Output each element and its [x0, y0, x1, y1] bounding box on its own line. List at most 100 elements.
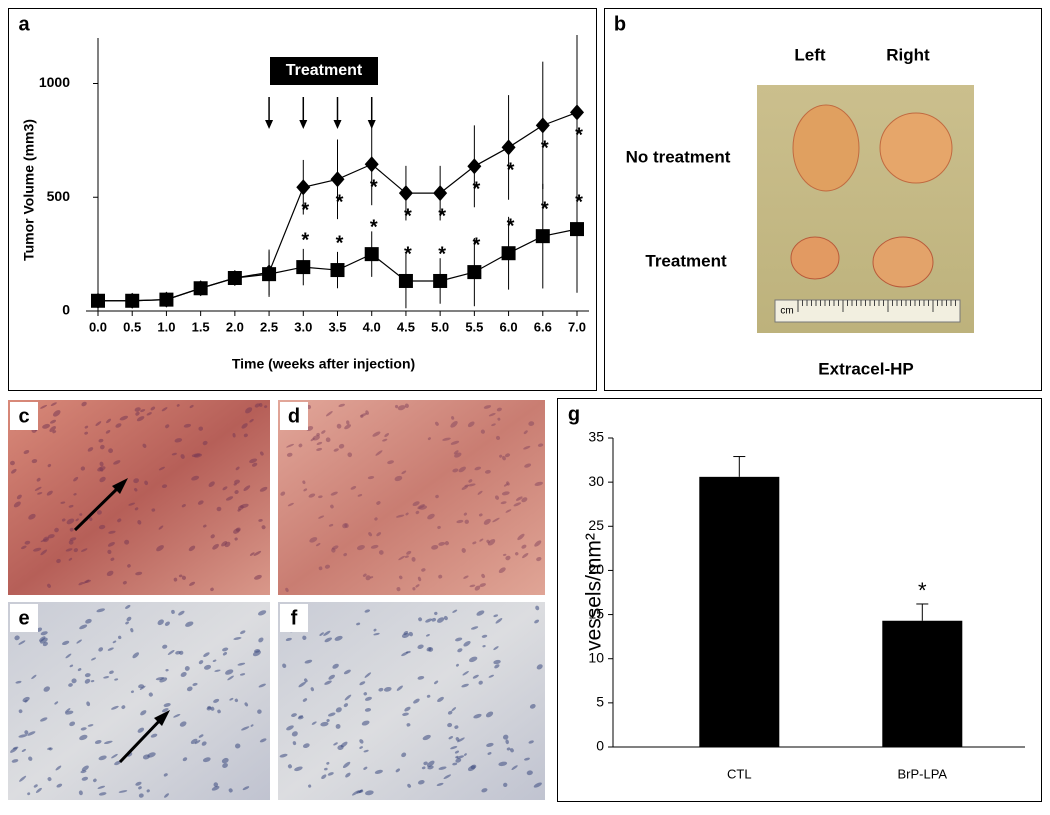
nucleus	[121, 705, 126, 710]
nucleus	[374, 769, 383, 774]
x-tick-label: 6.0	[500, 319, 518, 334]
nucleus	[356, 622, 361, 626]
nucleus	[455, 663, 459, 667]
panel-label-bg	[10, 10, 38, 38]
marker	[570, 222, 584, 237]
nucleus	[344, 694, 352, 701]
nucleus	[82, 579, 90, 584]
nucleus	[28, 513, 36, 520]
nucleus	[229, 697, 234, 701]
nucleus	[342, 761, 351, 769]
panel-label-bg	[10, 402, 38, 430]
nucleus	[505, 739, 509, 745]
nucleus	[128, 502, 136, 506]
nucleus	[431, 545, 439, 550]
nucleus	[138, 786, 142, 790]
nucleus	[178, 574, 183, 578]
nucleus	[457, 648, 463, 653]
nucleus	[171, 609, 175, 614]
nucleus	[480, 429, 485, 434]
nucleus	[437, 696, 444, 703]
y-tick-label: 5	[596, 694, 604, 710]
nucleus	[412, 501, 420, 507]
nucleus	[181, 575, 187, 580]
nucleus	[326, 761, 330, 765]
nucleus	[534, 540, 542, 547]
nucleus	[179, 650, 184, 655]
marker	[398, 185, 413, 202]
nucleus	[239, 673, 246, 676]
nucleus	[467, 421, 475, 428]
nucleus	[369, 576, 374, 579]
nucleus	[66, 518, 75, 525]
nucleus	[208, 481, 215, 487]
nucleus	[515, 552, 519, 556]
nucleus	[151, 508, 156, 512]
marker	[227, 271, 242, 286]
nucleus	[65, 710, 74, 715]
significance-mark: *	[541, 138, 549, 160]
nucleus	[323, 767, 328, 771]
nucleus	[68, 539, 74, 545]
nucleus	[359, 739, 364, 744]
nucleus	[90, 657, 97, 661]
nucleus	[315, 542, 321, 547]
nucleus	[464, 753, 467, 756]
nucleus	[365, 696, 372, 701]
nucleus	[49, 419, 57, 424]
nucleus	[464, 519, 469, 524]
nucleus	[260, 451, 264, 456]
nucleus	[307, 404, 312, 410]
marker	[159, 292, 174, 307]
nucleus	[49, 426, 56, 432]
nucleus	[511, 765, 518, 770]
nucleus	[484, 469, 491, 474]
nucleus	[98, 524, 106, 530]
nucleus	[316, 447, 323, 451]
bar	[882, 620, 963, 747]
x-tick-label: 3.5	[328, 319, 346, 334]
nucleus	[135, 571, 143, 576]
nucleus	[158, 466, 166, 471]
nucleus	[54, 701, 59, 705]
nucleus	[523, 445, 531, 450]
nucleus	[456, 519, 464, 524]
nucleus	[238, 505, 244, 511]
nucleus	[345, 772, 351, 778]
significance-mark: *	[301, 200, 309, 222]
nucleus	[104, 740, 113, 745]
nucleus	[427, 513, 435, 520]
nucleus	[426, 646, 432, 652]
nucleus	[40, 717, 48, 722]
nucleus	[69, 664, 74, 668]
marker	[262, 267, 277, 282]
nucleus	[164, 793, 170, 798]
nucleus	[79, 624, 88, 630]
nucleus	[96, 608, 105, 613]
nucleus	[217, 709, 221, 714]
nucleus	[463, 512, 467, 516]
nucleus	[175, 650, 181, 655]
nucleus	[234, 479, 240, 484]
nucleus	[40, 631, 48, 636]
nucleus	[138, 793, 144, 798]
nucleus	[500, 501, 507, 505]
nucleus	[40, 404, 48, 409]
nucleus	[285, 587, 289, 593]
nucleus	[68, 557, 73, 561]
nucleus	[332, 663, 339, 669]
panel-label: f	[291, 607, 298, 629]
y-tick-label: 20	[588, 561, 604, 577]
nucleus	[378, 550, 384, 555]
nucleus	[413, 698, 420, 704]
nucleus	[506, 747, 511, 751]
marker	[433, 273, 448, 288]
nucleus	[140, 409, 146, 413]
nucleus	[142, 754, 150, 760]
significance-mark: *	[918, 578, 927, 603]
ruler-label: cm	[780, 306, 793, 317]
nucleus	[524, 463, 532, 468]
nucleus	[127, 564, 131, 568]
nucleus	[233, 528, 240, 534]
significance-mark: *	[472, 179, 480, 201]
